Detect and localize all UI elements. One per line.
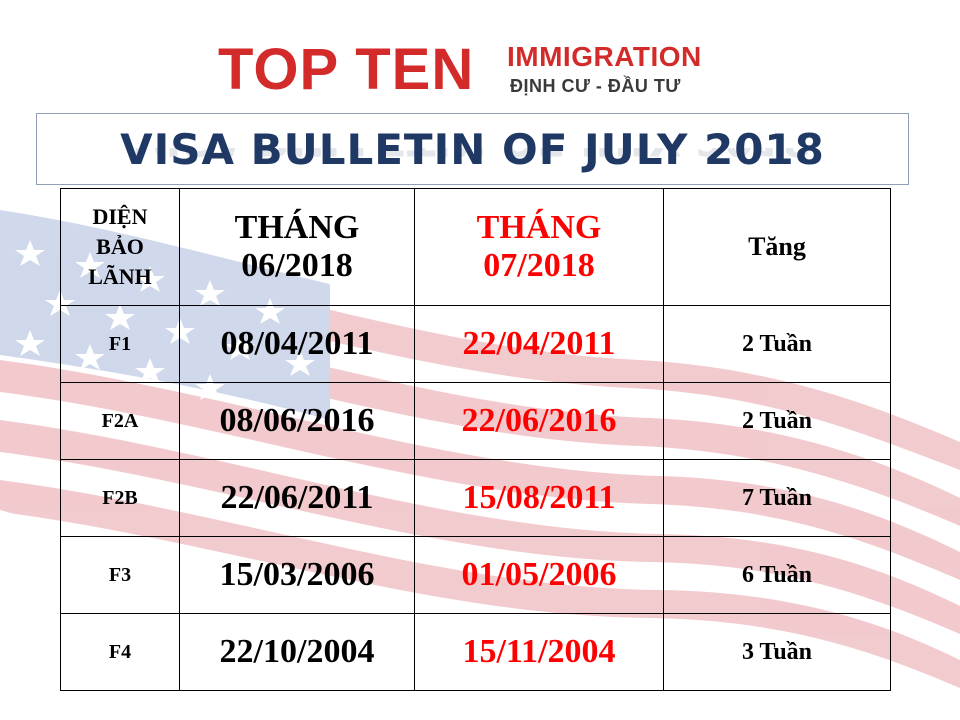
header-category-line3: LÃNH bbox=[88, 264, 152, 289]
table-header-row: DIỆN BẢO LÃNH THÁNG 06/2018 THÁNG 07/201… bbox=[60, 188, 891, 306]
header-july-month: 07/2018 bbox=[483, 247, 595, 284]
cell-july-date: 15/11/2004 bbox=[414, 613, 664, 691]
logo-tagline-vietnamese: ĐỊNH CƯ - ĐẦU TƯ bbox=[510, 76, 681, 96]
table-row: F3 15/03/2006 01/05/2006 6 Tuần bbox=[60, 536, 891, 614]
cell-category: F4 bbox=[60, 613, 180, 691]
brand-logo: TOP TEN IMMIGRATION ĐỊNH CƯ - ĐẦU TƯ bbox=[0, 40, 960, 100]
header-june-month: 06/2018 bbox=[241, 247, 353, 284]
cell-july-date: 15/08/2011 bbox=[414, 459, 664, 537]
cell-july-date: 01/05/2006 bbox=[414, 536, 664, 614]
table-row: F1 08/04/2011 22/04/2011 2 Tuần bbox=[60, 305, 891, 383]
header-category: DIỆN BẢO LÃNH bbox=[60, 188, 180, 306]
header-category-line1: DIỆN bbox=[92, 204, 148, 229]
visa-bulletin-table: DIỆN BẢO LÃNH THÁNG 06/2018 THÁNG 07/201… bbox=[60, 188, 891, 691]
cell-june-date: 08/06/2016 bbox=[179, 382, 415, 460]
cell-increase: 6 Tuần bbox=[663, 536, 891, 614]
table-row: F2A 08/06/2016 22/06/2016 2 Tuần bbox=[60, 382, 891, 460]
logo-tagline-immigration: IMMIGRATION bbox=[507, 41, 702, 72]
header-june-label: THÁNG bbox=[234, 209, 360, 246]
cell-july-date: 22/06/2016 bbox=[414, 382, 664, 460]
cell-category: F3 bbox=[60, 536, 180, 614]
cell-category: F2B bbox=[60, 459, 180, 537]
header-increase: Tăng bbox=[663, 188, 891, 306]
header-category-line2: BẢO bbox=[96, 234, 144, 259]
cell-june-date: 08/04/2011 bbox=[179, 305, 415, 383]
cell-july-date: 22/04/2011 bbox=[414, 305, 664, 383]
cell-increase: 3 Tuần bbox=[663, 613, 891, 691]
page-title: VISA BULLETIN OF JULY 2018 bbox=[120, 125, 825, 174]
title-banner: VISA BULLETIN OF JULY 2018 VISA BULLETIN… bbox=[36, 113, 909, 185]
cell-increase: 7 Tuần bbox=[663, 459, 891, 537]
cell-june-date: 15/03/2006 bbox=[179, 536, 415, 614]
header-july: THÁNG 07/2018 bbox=[414, 188, 664, 306]
header-july-label: THÁNG bbox=[476, 209, 602, 246]
header-june: THÁNG 06/2018 bbox=[179, 188, 415, 306]
page-title-reflection: VISA BULLETIN OF JULY 2018 bbox=[37, 148, 908, 166]
table-row: F2B 22/06/2011 15/08/2011 7 Tuần bbox=[60, 459, 891, 537]
cell-june-date: 22/10/2004 bbox=[179, 613, 415, 691]
cell-increase: 2 Tuần bbox=[663, 305, 891, 383]
cell-category: F2A bbox=[60, 382, 180, 460]
logo-wordmark: TOP TEN bbox=[218, 37, 475, 102]
cell-june-date: 22/06/2011 bbox=[179, 459, 415, 537]
table-row: F4 22/10/2004 15/11/2004 3 Tuần bbox=[60, 613, 891, 691]
cell-increase: 2 Tuần bbox=[663, 382, 891, 460]
cell-category: F1 bbox=[60, 305, 180, 383]
